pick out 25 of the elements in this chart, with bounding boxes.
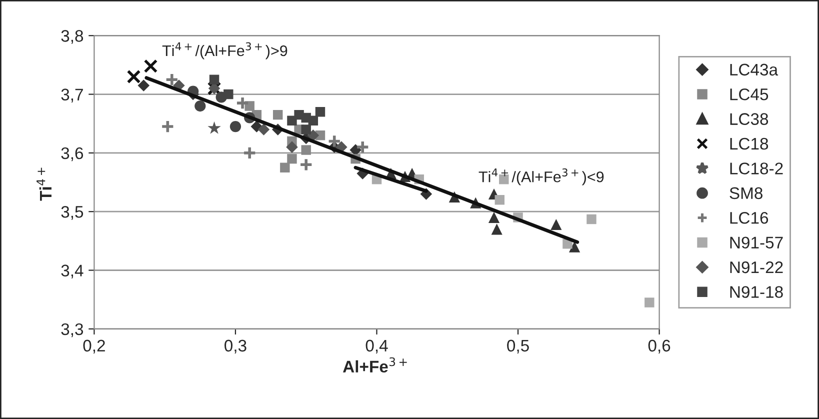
x-tick-label: 0,2 <box>83 340 105 354</box>
legend-label: LC45 <box>730 88 768 100</box>
y-tick-label: 3,4 <box>61 264 84 278</box>
y-tick-label: 3,7 <box>61 88 83 102</box>
y-tick-label: 3,8 <box>61 30 84 44</box>
legend-label: SM8 <box>730 187 762 200</box>
annotation: Ti$^{4+}$/(Al+Fe$^{3+}$)<9 <box>478 168 604 186</box>
y-tick-label: 3,3 <box>61 323 84 338</box>
y-tick-label: 3,6 <box>61 147 84 162</box>
legend-label: LC43a <box>730 64 778 76</box>
x-tick-label: 0,6 <box>648 340 670 354</box>
x-tick-label: 0,4 <box>366 340 388 354</box>
x-axis-title: Al+Fe$^{3+}$ <box>342 357 407 373</box>
legend-label: LC16 <box>730 212 768 224</box>
legend-label: N91-18 <box>730 286 783 298</box>
legend-label: N91-57 <box>730 236 783 248</box>
x-tick-label: 0,3 <box>224 340 246 354</box>
legend-label: LC18-2 <box>730 162 783 174</box>
legend-label: N91-22 <box>730 261 783 274</box>
legend-label: LC18 <box>730 138 768 150</box>
legend-label: LC38 <box>730 113 768 125</box>
annotation: Ti$^{4+}$/(Al+Fe$^{3+}$)>9 <box>162 42 288 60</box>
y-tick-label: 3,5 <box>61 206 84 220</box>
y-axis-title: Ti$^{4+}$ <box>36 168 52 201</box>
x-tick-label: 0,5 <box>507 340 529 354</box>
